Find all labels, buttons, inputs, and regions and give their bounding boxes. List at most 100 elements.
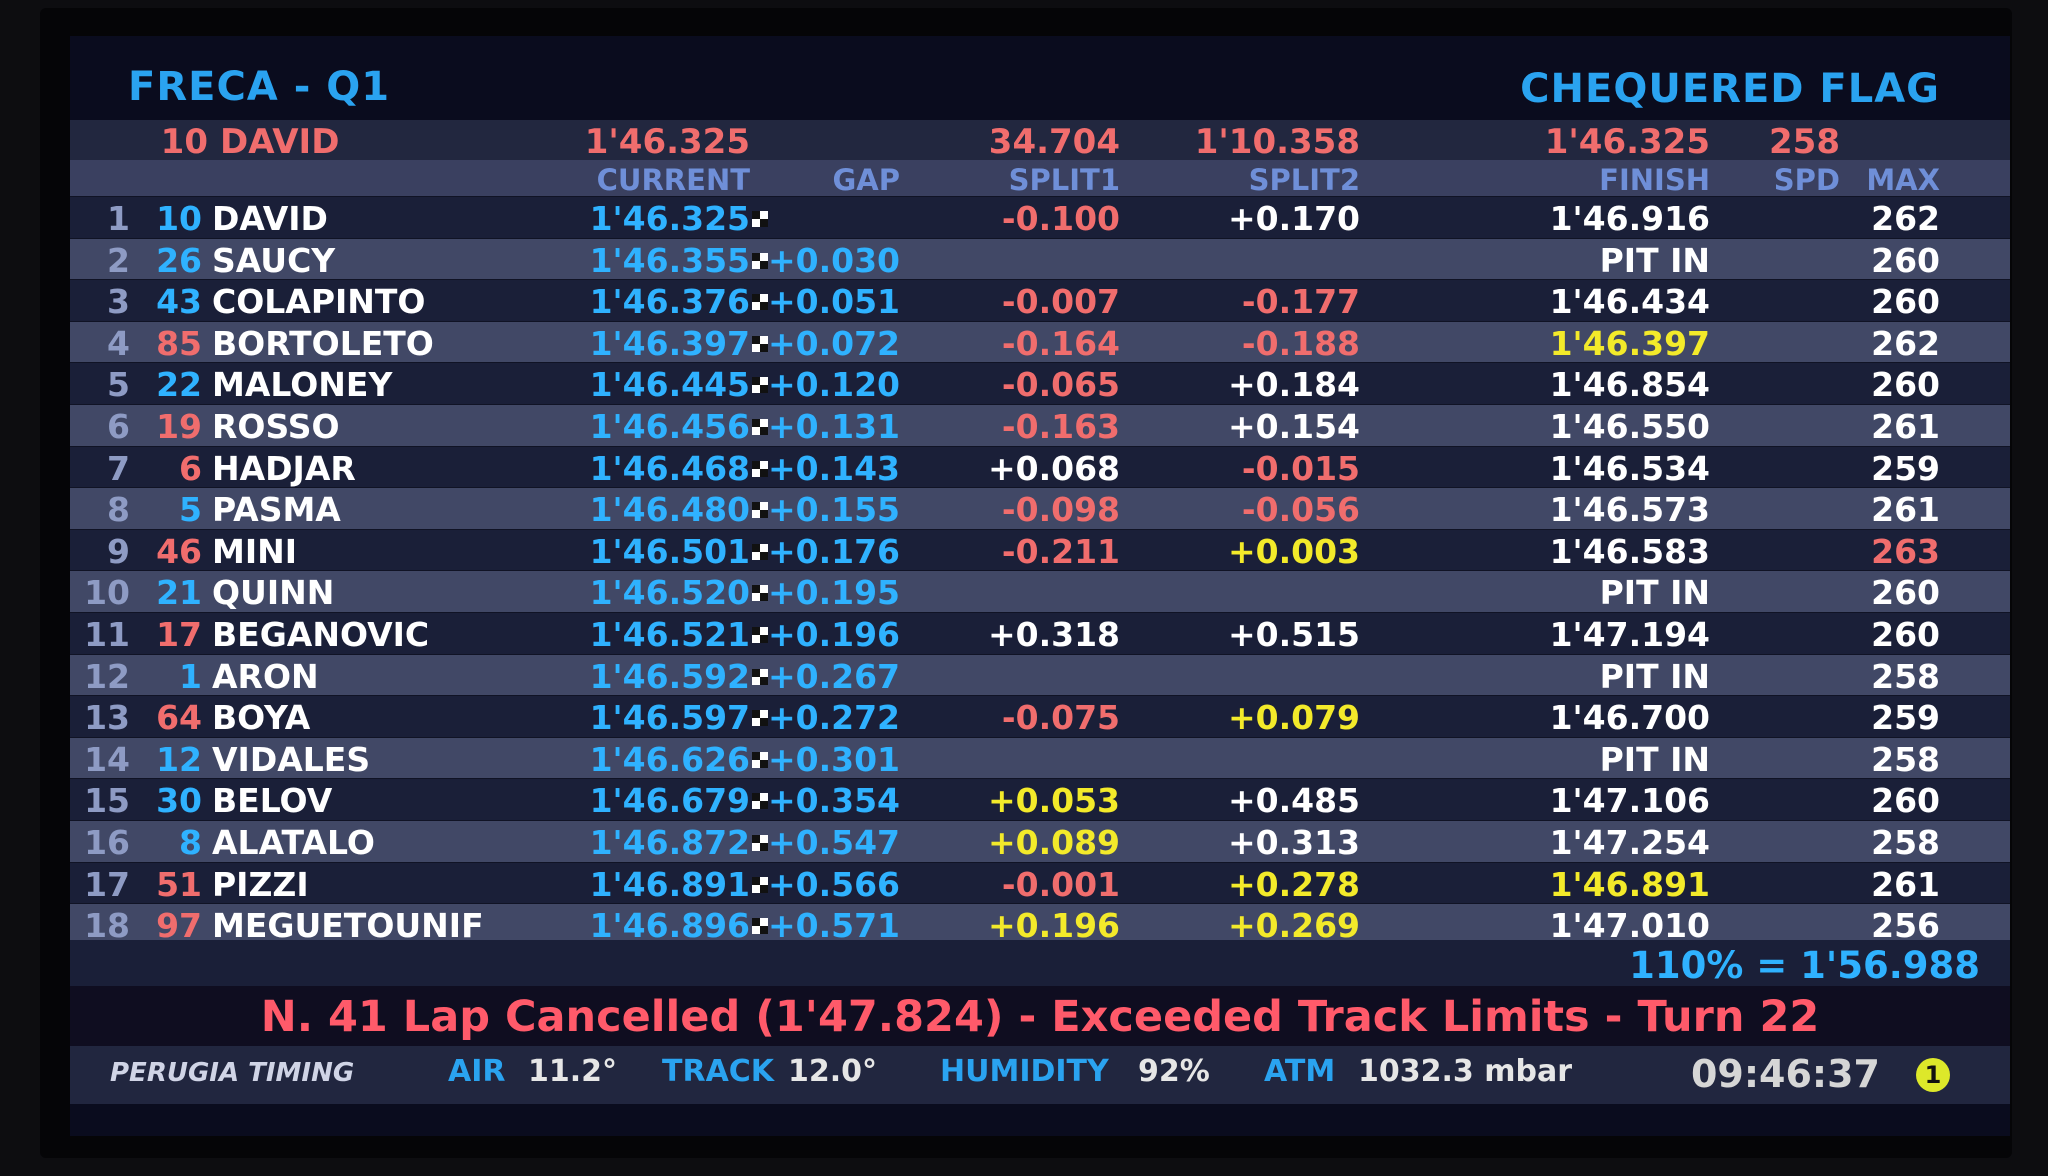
car-number-cell: 22 xyxy=(156,365,202,405)
leader-number: 10 xyxy=(160,122,208,162)
driver-name-cell: MEGUETOUNIF xyxy=(212,906,484,946)
timing-screen: FRECA - Q1 CHEQUERED FLAG 10 DAVID 1'46.… xyxy=(70,36,2010,1136)
position-cell: 12 xyxy=(84,656,130,696)
qualifying-107-reference: 110% = 1'56.988 xyxy=(1629,944,1980,987)
air-label: AIR xyxy=(448,1054,506,1089)
split2-cell: -0.188 xyxy=(1241,323,1360,363)
gap-cell: +0.143 xyxy=(767,448,900,488)
gap-cell: +0.195 xyxy=(767,573,900,613)
table-row: 15 30 BELOV 1'46.679 +0.354 +0.053 +0.485 1'47.… xyxy=(70,778,2010,821)
split2-cell: +0.515 xyxy=(1227,615,1360,654)
chequered-flag-icon xyxy=(752,377,768,394)
current-lap-cell: 1'46.468 xyxy=(589,448,750,488)
max-speed-cell: 260 xyxy=(1871,615,1940,654)
max-speed-cell: 260 xyxy=(1871,240,1940,280)
current-lap-cell: 1'46.397 xyxy=(589,323,750,363)
chequered-flag-icon xyxy=(752,710,768,727)
position-cell: 1 xyxy=(107,199,130,238)
chequered-flag-icon xyxy=(752,543,768,560)
table-row: 13 64 BOYA 1'46.597 +0.272 -0.075 +0.079 1'46.7… xyxy=(70,695,2010,738)
finish-cell: 1'46.573 xyxy=(1549,490,1710,530)
gap-cell: +0.051 xyxy=(767,282,900,322)
driver-name-cell: BEGANOVIC xyxy=(212,615,430,654)
current-lap-cell: 1'46.325 xyxy=(589,199,750,238)
atm-value: 1032.3 mbar xyxy=(1358,1054,1572,1089)
gap-cell: +0.354 xyxy=(767,781,900,821)
current-lap-cell: 1'46.445 xyxy=(589,365,750,405)
split1-cell: -0.164 xyxy=(1001,323,1120,363)
driver-name-cell: DAVID xyxy=(212,199,328,238)
gap-cell: +0.571 xyxy=(767,906,900,946)
col-split2: SPLIT2 xyxy=(1248,163,1360,197)
driver-name-cell: PASMA xyxy=(212,490,341,530)
position-cell: 8 xyxy=(107,490,130,530)
car-number-cell: 17 xyxy=(156,615,202,654)
table-row: 16 8 ALATALO 1'46.872 +0.547 +0.089 +0.313 1'47… xyxy=(70,820,2010,863)
gap-cell: +0.547 xyxy=(767,823,900,862)
finish-cell: 1'46.916 xyxy=(1549,199,1710,238)
car-number-cell: 10 xyxy=(156,199,202,238)
current-lap-cell: 1'46.501 xyxy=(589,531,750,571)
max-speed-cell: 262 xyxy=(1871,199,1940,238)
max-speed-cell: 261 xyxy=(1871,490,1940,530)
current-lap-cell: 1'46.597 xyxy=(589,698,750,738)
leader-split1: 34.704 xyxy=(988,122,1120,162)
split1-cell: -0.001 xyxy=(1001,864,1120,904)
table-row: 18 97 MEGUETOUNIF 1'46.896 +0.571 +0.196 +0.26… xyxy=(70,903,2010,946)
finish-cell: PIT IN xyxy=(1599,656,1710,696)
split1-cell: +0.053 xyxy=(987,781,1120,821)
table-row: 3 43 COLAPINTO 1'46.376 +0.051 -0.007 -0.177 1'… xyxy=(70,279,2010,322)
chequered-flag-icon xyxy=(752,294,768,311)
split2-cell: +0.269 xyxy=(1227,906,1360,946)
split2-cell: -0.056 xyxy=(1241,490,1360,530)
max-speed-cell: 258 xyxy=(1871,739,1940,779)
chequered-flag-icon xyxy=(752,211,768,227)
finish-cell: PIT IN xyxy=(1599,573,1710,613)
current-lap-cell: 1'46.376 xyxy=(589,282,750,322)
humidity-value: 92% xyxy=(1138,1054,1210,1089)
split1-cell: -0.098 xyxy=(1001,490,1120,530)
split2-cell: -0.015 xyxy=(1241,448,1360,488)
position-cell: 5 xyxy=(107,365,130,405)
car-number-cell: 26 xyxy=(156,240,202,280)
position-cell: 11 xyxy=(84,615,130,654)
max-speed-cell: 258 xyxy=(1871,823,1940,862)
chequered-flag-icon xyxy=(752,335,768,352)
car-number-cell: 19 xyxy=(156,407,202,446)
finish-cell: 1'46.854 xyxy=(1549,365,1710,405)
chequered-flag-icon xyxy=(752,835,768,851)
table-row: 7 6 HADJAR 1'46.468 +0.143 +0.068 -0.015 1'46.5… xyxy=(70,445,2010,489)
finish-cell: 1'46.700 xyxy=(1549,698,1710,738)
driver-name-cell: ROSSO xyxy=(212,407,340,446)
current-lap-cell: 1'46.521 xyxy=(589,615,750,654)
driver-name-cell: ARON xyxy=(212,656,319,696)
table-row: 6 19 ROSSO 1'46.456 +0.131 -0.163 +0.154 1'46.5… xyxy=(70,404,2010,447)
air-value: 11.2° xyxy=(528,1054,618,1089)
driver-name-cell: QUINN xyxy=(212,573,335,613)
current-lap-cell: 1'46.480 xyxy=(589,490,750,530)
car-number-cell: 85 xyxy=(156,323,202,363)
leader-finish: 1'46.325 xyxy=(1544,122,1710,162)
driver-name-cell: MINI xyxy=(212,531,298,571)
col-split1: SPLIT1 xyxy=(1008,163,1120,197)
driver-name-cell: MALONEY xyxy=(212,365,393,405)
current-lap-cell: 1'46.896 xyxy=(589,906,750,946)
car-number-cell: 8 xyxy=(179,823,202,862)
car-number-cell: 30 xyxy=(156,781,202,821)
current-lap-cell: 1'46.872 xyxy=(589,823,750,862)
chequered-flag-icon xyxy=(752,793,768,810)
driver-name-cell: VIDALES xyxy=(212,739,371,779)
gap-cell: +0.176 xyxy=(767,531,900,571)
max-speed-cell: 260 xyxy=(1871,781,1940,821)
provider-brand: PERUGIA TIMING xyxy=(110,1058,355,1088)
split1-cell: +0.196 xyxy=(987,906,1120,946)
car-number-cell: 43 xyxy=(156,282,202,322)
driver-name-cell: BORTOLETO xyxy=(212,323,434,363)
max-speed-cell: 259 xyxy=(1871,698,1940,738)
car-number-cell: 5 xyxy=(179,490,202,530)
position-cell: 14 xyxy=(84,739,130,779)
split2-cell: +0.003 xyxy=(1227,531,1360,571)
split1-cell: +0.089 xyxy=(987,823,1120,862)
max-speed-cell: 260 xyxy=(1871,282,1940,322)
finish-cell: PIT IN xyxy=(1599,240,1710,280)
